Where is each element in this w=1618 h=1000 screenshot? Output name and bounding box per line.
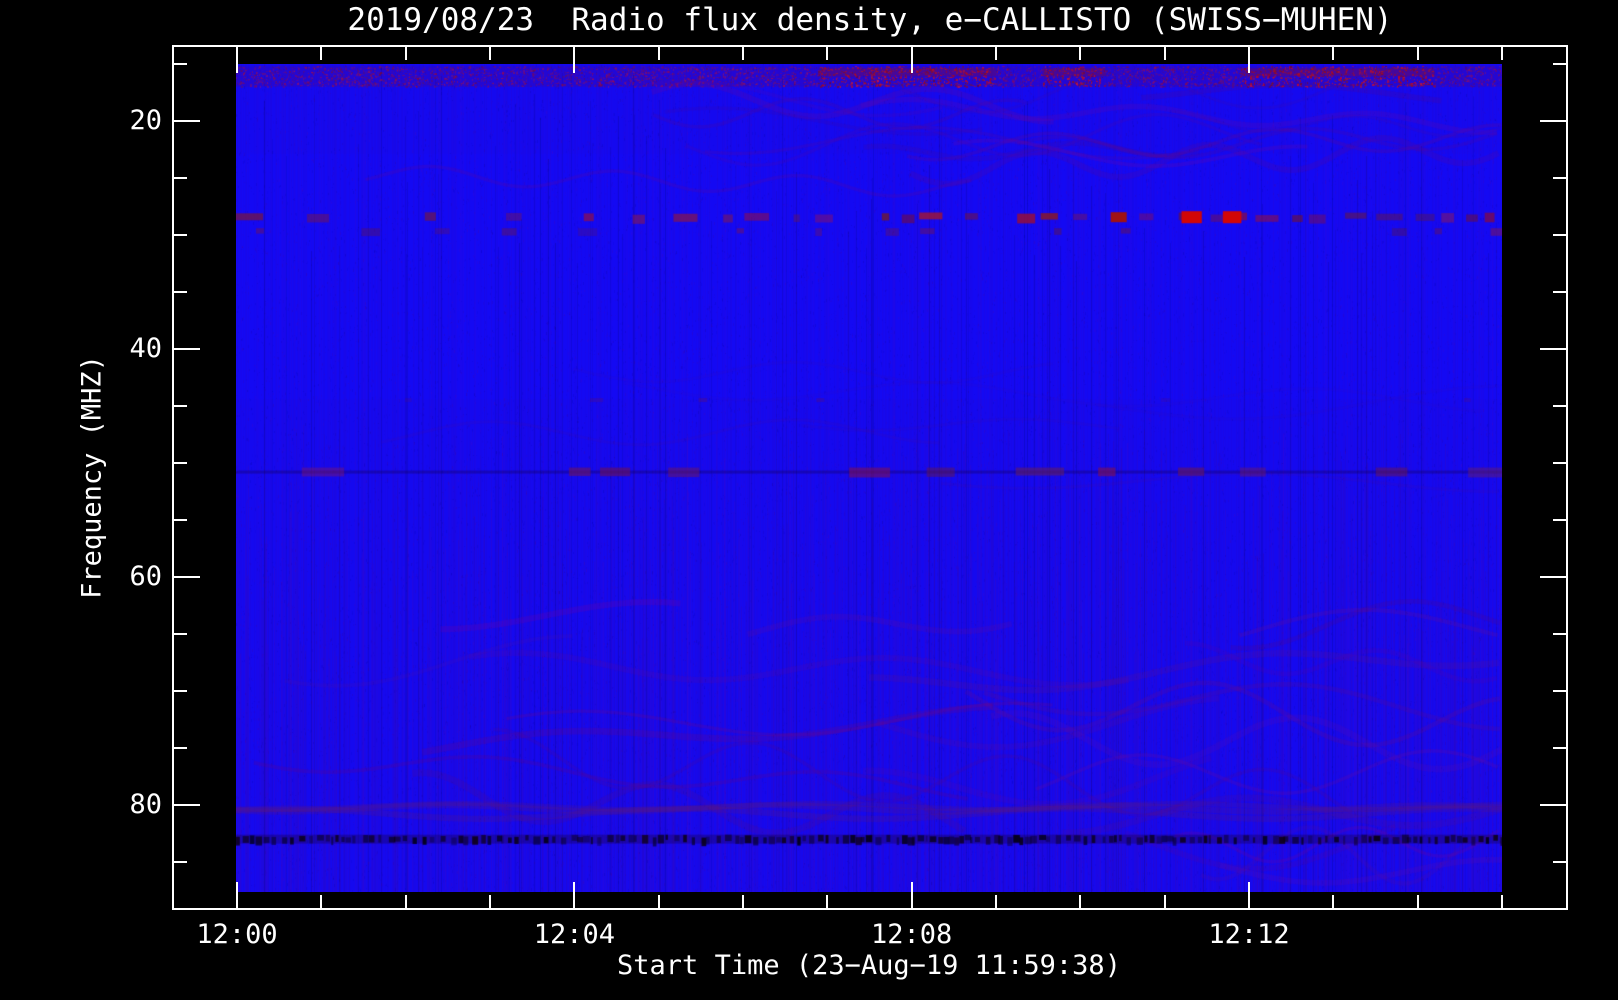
x-major-tick: [910, 47, 913, 73]
x-tick-label: 12:04: [533, 919, 615, 950]
x-minor-tick: [1500, 47, 1503, 60]
x-minor-tick: [1332, 47, 1335, 60]
y-tick-label: 60: [129, 561, 162, 592]
x-minor-tick: [826, 47, 829, 60]
plot-title: 2019/08/23 Radio flux density, e−CALLIST…: [347, 2, 1393, 38]
x-major-tick: [910, 882, 913, 908]
x-tick-label: 12:12: [1208, 919, 1290, 950]
x-minor-tick: [1332, 895, 1335, 908]
x-minor-tick: [1416, 47, 1419, 60]
spectrogram-canvas: [236, 64, 1502, 892]
x-minor-tick: [741, 47, 744, 60]
y-minor-tick: [1553, 462, 1566, 464]
x-minor-tick: [1079, 895, 1082, 908]
x-major-tick: [1247, 47, 1250, 73]
y-minor-tick: [174, 405, 187, 407]
y-minor-tick: [174, 519, 187, 521]
x-minor-tick: [488, 47, 491, 60]
y-major-tick: [174, 348, 200, 350]
y-minor-tick: [174, 633, 187, 635]
y-major-tick: [1540, 804, 1566, 806]
x-minor-tick: [657, 47, 660, 60]
y-major-tick: [174, 804, 200, 806]
x-axis-title: Start Time (23−Aug−19 11:59:38): [617, 950, 1121, 981]
y-minor-tick: [1553, 63, 1566, 65]
x-major-tick: [573, 47, 576, 73]
x-minor-tick: [657, 895, 660, 908]
y-major-tick: [1540, 576, 1566, 578]
x-minor-tick: [1163, 895, 1166, 908]
y-minor-tick: [1553, 234, 1566, 236]
y-minor-tick: [174, 234, 187, 236]
y-minor-tick: [174, 462, 187, 464]
y-minor-tick: [1553, 405, 1566, 407]
x-minor-tick: [488, 895, 491, 908]
x-tick-label: 12:00: [196, 919, 278, 950]
x-minor-tick: [320, 895, 323, 908]
y-tick-label: 20: [129, 105, 162, 136]
y-minor-tick: [174, 63, 187, 65]
x-minor-tick: [1163, 47, 1166, 60]
y-minor-tick: [1553, 690, 1566, 692]
y-tick-label: 80: [129, 789, 162, 820]
x-major-tick: [236, 47, 238, 73]
y-tick-label: 40: [129, 333, 162, 364]
x-major-tick: [236, 882, 238, 908]
y-minor-tick: [1553, 177, 1566, 179]
x-minor-tick: [404, 47, 407, 60]
y-major-tick: [1540, 348, 1566, 350]
y-minor-tick: [1553, 519, 1566, 521]
y-minor-tick: [1553, 747, 1566, 749]
y-minor-tick: [174, 177, 187, 179]
x-minor-tick: [404, 895, 407, 908]
x-minor-tick: [1500, 895, 1503, 908]
y-minor-tick: [174, 747, 187, 749]
x-tick-label: 12:08: [871, 919, 953, 950]
x-minor-tick: [1079, 47, 1082, 60]
x-minor-tick: [826, 895, 829, 908]
y-minor-tick: [1553, 291, 1566, 293]
x-major-tick: [1247, 882, 1250, 908]
y-major-tick: [174, 576, 200, 578]
x-minor-tick: [741, 895, 744, 908]
x-minor-tick: [994, 47, 997, 60]
y-minor-tick: [1553, 633, 1566, 635]
y-minor-tick: [174, 291, 187, 293]
y-major-tick: [174, 120, 200, 122]
x-minor-tick: [994, 895, 997, 908]
y-minor-tick: [1553, 861, 1566, 863]
plot-frame: [172, 45, 1568, 910]
x-minor-tick: [320, 47, 323, 60]
x-major-tick: [573, 882, 576, 908]
y-minor-tick: [174, 690, 187, 692]
y-major-tick: [1540, 120, 1566, 122]
x-minor-tick: [1416, 895, 1419, 908]
y-minor-tick: [174, 861, 187, 863]
